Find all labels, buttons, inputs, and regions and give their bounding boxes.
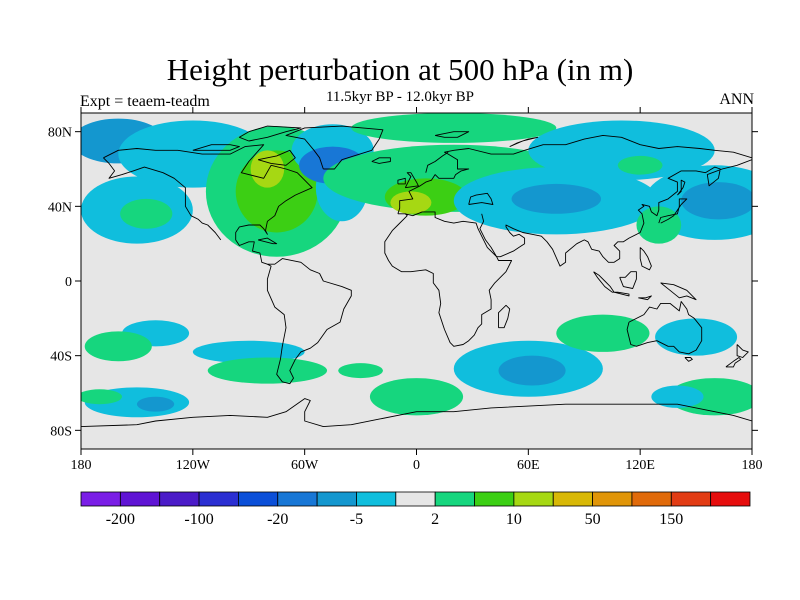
axis-ticks: 180 120W 60W 0 60E 120E 180 80N 40N 0 40S 80S — [48, 107, 763, 473]
coastline-0 — [103, 144, 352, 385]
colorbar-box-8 — [395, 491, 436, 507]
coastline-2 — [285, 125, 384, 170]
coastline-16 — [725, 357, 742, 368]
colorbar-box-7 — [356, 491, 397, 507]
contour-region-29 — [369, 378, 464, 416]
colorbar-label-0: -200 — [106, 511, 135, 528]
y-tick-label-3: 40S — [50, 350, 72, 365]
contour-region-35 — [651, 385, 704, 408]
coastline-21 — [257, 237, 278, 245]
plot-subtitle: 11.5kyr BP - 12.0kyr BP — [325, 89, 475, 105]
x-tick-label-5: 120E — [625, 458, 655, 473]
coastline-30 — [638, 295, 652, 301]
contour-region-19 — [681, 182, 752, 220]
x-tick-label-4: 60E — [517, 458, 540, 473]
coastline-20 — [371, 157, 391, 164]
contour-region-23 — [192, 340, 305, 364]
contour-region-2 — [120, 198, 173, 229]
colorbar-box-13 — [592, 491, 633, 507]
contour-region-12 — [390, 191, 432, 214]
coastline-23 — [192, 144, 240, 151]
coastline-10 — [613, 291, 630, 297]
colorbar-box-14 — [631, 491, 672, 507]
colorbar-box-3 — [198, 491, 239, 507]
plot-title: Height perturbation at 500 hPa (in m) — [166, 52, 634, 87]
contour-region-15 — [511, 183, 602, 214]
colorbar-label-3: -5 — [350, 511, 363, 528]
coastline-19 — [397, 177, 406, 185]
coastline-12 — [660, 282, 697, 301]
colorbar-box-6 — [316, 491, 357, 507]
colorbar-label-6: 50 — [585, 511, 601, 528]
y-tick-label-4: 80S — [50, 424, 72, 439]
colorbar-box-2 — [159, 491, 200, 507]
contour-region-31 — [498, 355, 566, 386]
contour-region-27 — [81, 389, 122, 405]
colorbar-box-1 — [119, 491, 161, 507]
contour-fields — [81, 113, 752, 418]
y-tick-label-0: 80N — [48, 126, 72, 141]
contour-region-28 — [338, 363, 383, 379]
coastline-14 — [684, 357, 693, 362]
coastline-17 — [498, 304, 511, 329]
contour-region-6 — [250, 150, 285, 188]
colorbar-label-2: -20 — [267, 511, 288, 528]
season-label: ANN — [719, 91, 754, 108]
coastline-26 — [509, 136, 539, 148]
coastline-6 — [479, 159, 752, 267]
colorbar-label-4: 2 — [431, 511, 439, 528]
colorbar-label-1: -100 — [184, 511, 213, 528]
coastline-7 — [468, 192, 494, 205]
coastline-13 — [626, 301, 703, 355]
coastline-18 — [404, 172, 419, 189]
coastline-28 — [677, 179, 686, 196]
x-tick-label-3: 0 — [413, 458, 420, 473]
coastline-15 — [736, 344, 749, 358]
contour-region-33 — [655, 318, 738, 356]
colorbar-box-4 — [238, 491, 279, 507]
colorbar-box-16 — [710, 491, 751, 507]
coastline-24 — [238, 125, 302, 142]
colorbar-box-11 — [513, 491, 554, 507]
coastline-27 — [435, 131, 470, 138]
colorbar-box-12 — [552, 491, 593, 507]
colorbar-box-15 — [670, 491, 712, 507]
contour-region-24 — [207, 357, 328, 384]
y-tick-label-1: 40N — [48, 200, 72, 215]
coastline-8 — [658, 198, 688, 224]
x-tick-label-1: 120W — [176, 458, 211, 473]
contour-region-32 — [556, 314, 650, 352]
coastline-1 — [103, 157, 222, 241]
colorbar-box-10 — [474, 491, 515, 507]
colorbar-box-9 — [434, 491, 475, 507]
contour-region-22 — [84, 331, 152, 362]
experiment-label: Expt = teaem-teadm — [80, 93, 210, 110]
coastline-11 — [619, 271, 637, 289]
coastline-25 — [257, 149, 296, 166]
contour-region-26 — [136, 396, 175, 412]
x-tick-label-6: 180 — [742, 458, 763, 473]
coastline-5 — [384, 211, 513, 347]
contour-region-16 — [528, 120, 715, 181]
coastline-22 — [81, 398, 752, 428]
colorbar: -200 -100 -20 -5 2 10 50 150 — [80, 491, 751, 528]
contour-region-17 — [617, 155, 663, 175]
colorbar-label-7: 150 — [659, 511, 683, 528]
colorbar-label-5: 10 — [506, 511, 522, 528]
y-tick-label-2: 0 — [65, 275, 72, 290]
x-tick-label-0: 180 — [71, 458, 92, 473]
colorbar-box-0 — [80, 491, 121, 507]
coastlines — [81, 125, 752, 428]
x-tick-label-2: 60W — [291, 458, 319, 473]
coastline-3 — [397, 134, 752, 214]
contour-region-13 — [351, 113, 557, 143]
colorbar-box-5 — [277, 491, 318, 507]
coastline-4 — [425, 151, 449, 173]
coastline-29 — [639, 247, 652, 271]
